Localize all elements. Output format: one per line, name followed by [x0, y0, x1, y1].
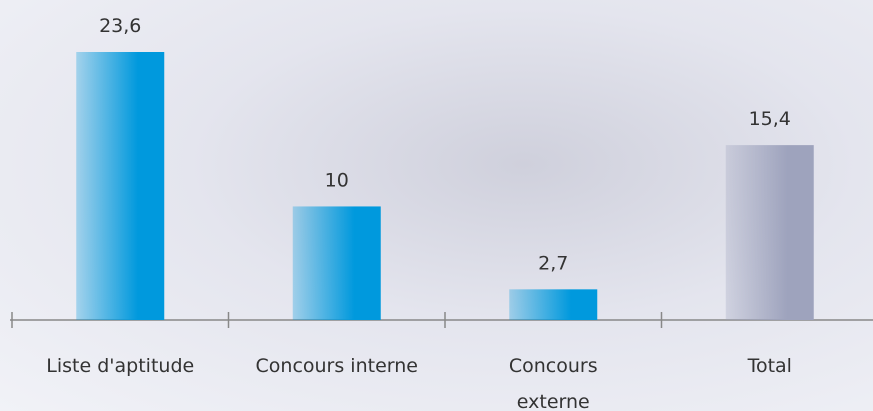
bar [292, 206, 381, 320]
data-label: 2,7 [538, 252, 568, 274]
x-tick-label: Total [747, 355, 792, 377]
x-tick-label: Concours externe [508, 355, 598, 411]
data-label: 10 [325, 169, 349, 191]
x-tick-label: Liste d'aptitude [46, 355, 195, 377]
data-label: 23,6 [99, 15, 141, 37]
data-label: 15,4 [749, 108, 791, 130]
bar [509, 289, 598, 320]
bar [725, 145, 814, 320]
bar [76, 52, 165, 320]
x-tick-label: Concours interne [255, 355, 418, 377]
